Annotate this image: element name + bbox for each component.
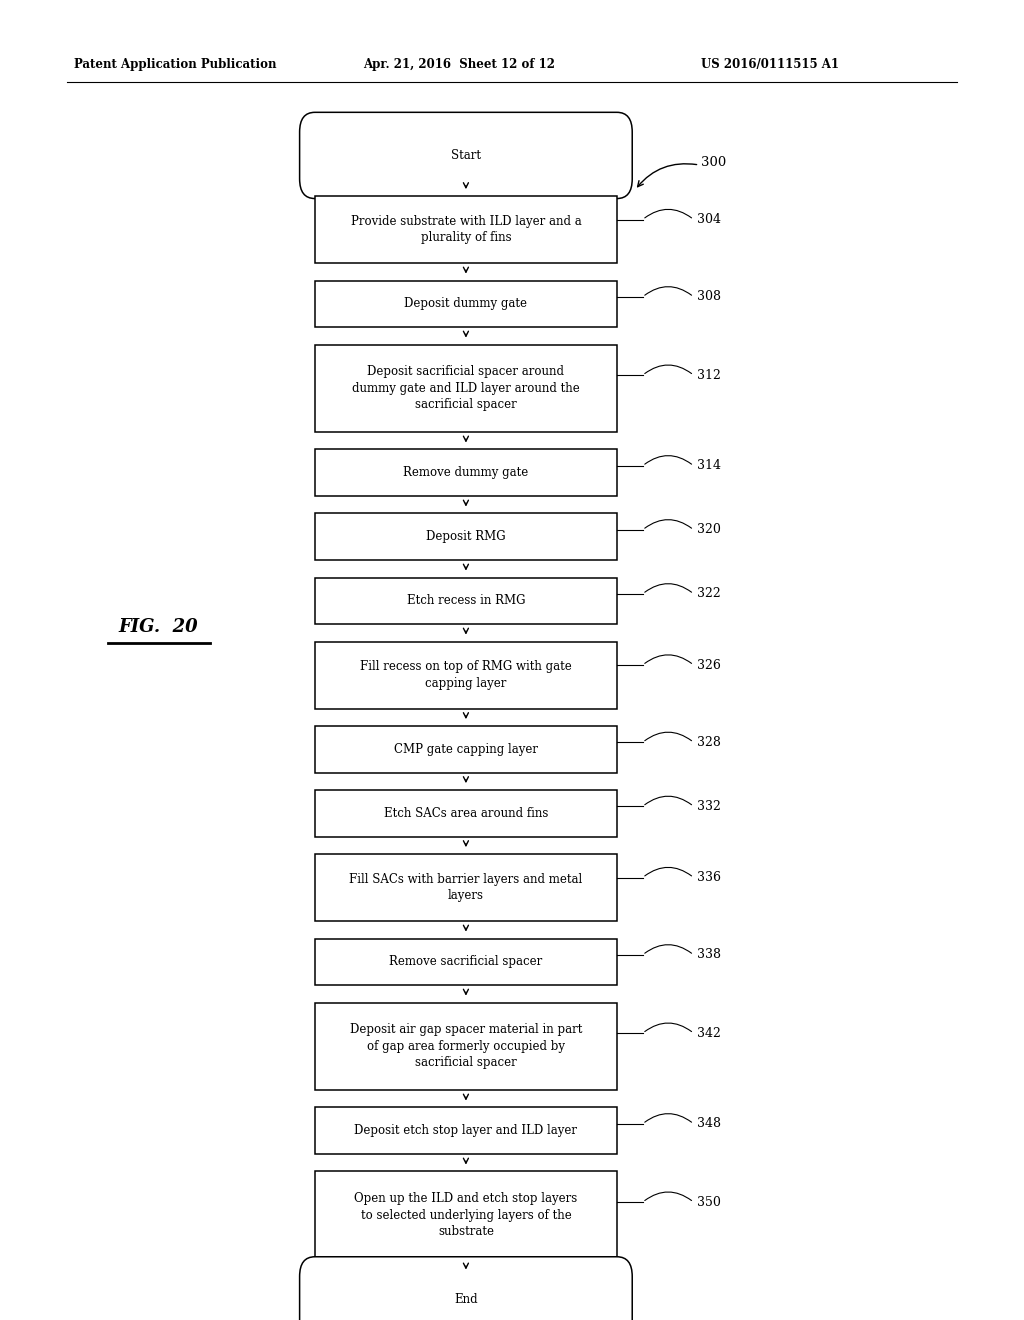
Bar: [315, 578, 616, 624]
Text: Deposit RMG: Deposit RMG: [426, 531, 506, 544]
Text: Deposit etch stop layer and ILD layer: Deposit etch stop layer and ILD layer: [354, 1125, 578, 1138]
Text: FIG.  20: FIG. 20: [119, 618, 199, 636]
Text: End: End: [454, 1294, 478, 1307]
Text: Deposit dummy gate: Deposit dummy gate: [404, 297, 527, 310]
Text: CMP gate capping layer: CMP gate capping layer: [394, 743, 538, 756]
Text: 332: 332: [696, 800, 721, 813]
Bar: [315, 789, 616, 837]
Bar: [315, 1002, 616, 1090]
Bar: [315, 449, 616, 496]
Text: Deposit sacrificial spacer around
dummy gate and ILD layer around the
sacrificia: Deposit sacrificial spacer around dummy …: [352, 366, 580, 412]
Bar: [315, 281, 616, 327]
Text: Start: Start: [451, 149, 481, 162]
Bar: [315, 345, 616, 432]
Text: 320: 320: [696, 524, 721, 536]
Text: Apr. 21, 2016  Sheet 12 of 12: Apr. 21, 2016 Sheet 12 of 12: [364, 58, 555, 71]
Text: Patent Application Publication: Patent Application Publication: [74, 58, 276, 71]
Text: Etch recess in RMG: Etch recess in RMG: [407, 594, 525, 607]
Text: Etch SACs area around fins: Etch SACs area around fins: [384, 807, 548, 820]
Text: 312: 312: [696, 368, 721, 381]
Text: Open up the ILD and etch stop layers
to selected underlying layers of the
substr: Open up the ILD and etch stop layers to …: [354, 1192, 578, 1238]
Text: Remove dummy gate: Remove dummy gate: [403, 466, 528, 479]
Text: 314: 314: [696, 459, 721, 473]
Text: Deposit air gap spacer material in part
of gap area formerly occupied by
sacrifi: Deposit air gap spacer material in part …: [350, 1023, 582, 1069]
Text: Provide substrate with ILD layer and a
plurality of fins: Provide substrate with ILD layer and a p…: [350, 215, 582, 244]
Bar: [315, 1107, 616, 1154]
Text: Remove sacrificial spacer: Remove sacrificial spacer: [389, 956, 543, 969]
FancyBboxPatch shape: [300, 112, 632, 198]
Text: 322: 322: [696, 587, 721, 601]
Bar: [315, 195, 616, 263]
Text: 350: 350: [696, 1196, 721, 1209]
Text: Fill SACs with barrier layers and metal
layers: Fill SACs with barrier layers and metal …: [349, 873, 583, 903]
Bar: [315, 1171, 616, 1259]
Text: 338: 338: [696, 949, 721, 961]
Text: 348: 348: [696, 1118, 721, 1130]
Bar: [315, 939, 616, 985]
Text: 300: 300: [701, 156, 727, 169]
Bar: [315, 513, 616, 560]
Text: US 2016/0111515 A1: US 2016/0111515 A1: [701, 58, 840, 71]
Text: 336: 336: [696, 871, 721, 884]
Text: Fill recess on top of RMG with gate
capping layer: Fill recess on top of RMG with gate capp…: [360, 660, 571, 690]
Bar: [315, 726, 616, 772]
Bar: [315, 854, 616, 921]
Text: 326: 326: [696, 659, 721, 672]
Text: 342: 342: [696, 1027, 721, 1040]
Text: 304: 304: [696, 213, 721, 226]
FancyBboxPatch shape: [300, 1257, 632, 1320]
Text: 308: 308: [696, 290, 721, 304]
Bar: [315, 642, 616, 709]
Text: 328: 328: [696, 737, 721, 748]
